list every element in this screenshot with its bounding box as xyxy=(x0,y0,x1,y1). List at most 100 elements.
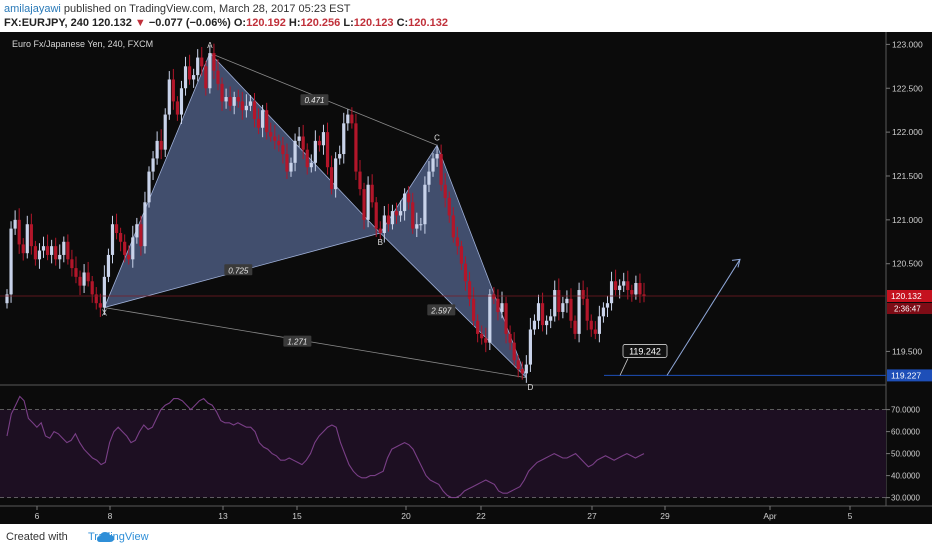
candle-body xyxy=(37,250,42,260)
candle-body xyxy=(58,254,62,260)
candle-body xyxy=(358,171,362,190)
candle-body xyxy=(54,246,58,260)
chart-title: Euro Fx/Japanese Yen, 240, FXCM xyxy=(12,39,153,49)
candle-body xyxy=(342,123,346,155)
candle-body xyxy=(155,140,159,159)
candle-body xyxy=(143,202,147,247)
candle-body xyxy=(403,193,407,212)
candle-body xyxy=(281,145,285,155)
time-tick-label: 6 xyxy=(35,511,40,521)
high-value: 120.256 xyxy=(300,17,341,29)
candle-body xyxy=(305,149,309,168)
low-value: 120.123 xyxy=(353,17,394,29)
candle-body xyxy=(540,303,545,326)
candle-body xyxy=(273,136,277,141)
candle-body xyxy=(443,184,447,198)
candle-body xyxy=(41,246,46,251)
candle-body xyxy=(212,53,216,71)
published-text: published on TradingView.com, March 28, … xyxy=(63,3,351,15)
time-tick-label: 29 xyxy=(660,511,670,521)
chart-area[interactable]: X A B C D 0.471 0.725 2.597 1.271 119.242 Euro Fx/… xyxy=(0,32,932,524)
annotation-box xyxy=(622,344,668,358)
close-label: C: xyxy=(396,17,409,29)
candle-body xyxy=(557,290,561,312)
candle-body xyxy=(508,333,512,343)
candle-body xyxy=(427,171,431,185)
rsi-line xyxy=(6,395,645,499)
candle-body xyxy=(135,224,139,238)
symbol-ohlc-line: FX:EURJPY, 240 120.132 ▼ −0.077 (−0.06%)… xyxy=(4,17,448,29)
candle-body xyxy=(13,219,17,229)
candle-body xyxy=(435,154,439,159)
candle-body xyxy=(630,290,634,295)
candle-body xyxy=(5,294,9,304)
rsi-tick-label: 40.0000 xyxy=(891,472,920,481)
candle-body xyxy=(374,202,378,229)
candle-body xyxy=(415,224,419,229)
high-label: H: xyxy=(288,17,301,29)
countdown-tag xyxy=(887,302,932,314)
ratio-label: 1.271 xyxy=(287,338,307,347)
publish-line: amilajayawi published on TradingView.com… xyxy=(4,3,351,15)
candle-body xyxy=(642,294,646,296)
candle-body xyxy=(66,241,70,260)
time-tick-label: 8 xyxy=(108,511,113,521)
candle-body xyxy=(573,320,577,334)
tradingview-cloud-icon[interactable] xyxy=(66,529,146,545)
current-price-tag xyxy=(887,289,932,302)
time-tick-label: 15 xyxy=(292,511,302,521)
candle-body xyxy=(244,105,248,111)
chart-header: amilajayawi published on TradingView.com… xyxy=(0,0,932,32)
candle-body xyxy=(585,298,589,321)
ratio-label: 0.725 xyxy=(228,266,249,275)
candle-body xyxy=(524,364,528,374)
candle-body xyxy=(500,303,504,312)
candle-body xyxy=(25,224,29,254)
chart-svg[interactable]: X A B C D 0.471 0.725 2.597 1.271 119.242 Euro Fx/… xyxy=(0,32,932,524)
candle-body xyxy=(216,70,220,84)
candle-body xyxy=(423,184,427,225)
pattern-point-b: B xyxy=(378,238,383,247)
candle-body xyxy=(354,123,358,172)
tradingview-brand[interactable]: TradingView xyxy=(88,531,149,543)
candle-body xyxy=(147,171,151,203)
candle-body xyxy=(139,224,143,247)
candle-body xyxy=(419,224,423,226)
candle-body xyxy=(277,140,281,146)
candle-body xyxy=(467,281,472,299)
candle-body xyxy=(98,303,102,308)
candle-body xyxy=(577,290,581,334)
price-tick-label: 123.000 xyxy=(892,39,923,49)
price-tick-label: 120.500 xyxy=(892,259,923,269)
candle-body xyxy=(21,244,25,254)
candle-body xyxy=(33,246,38,260)
projection-arrow-head xyxy=(731,258,741,268)
candle-body xyxy=(90,281,94,295)
candle-body xyxy=(581,290,585,299)
pattern-point-a: A xyxy=(207,41,213,50)
rsi-tick-label: 60.0000 xyxy=(891,428,920,437)
candle-body xyxy=(605,303,610,308)
candle-body xyxy=(528,329,532,365)
time-tick-label: 22 xyxy=(476,511,486,521)
candle-body xyxy=(321,132,326,146)
ratio-label: 0.471 xyxy=(304,96,324,105)
candle-body xyxy=(597,316,601,334)
candle-body xyxy=(370,184,374,203)
annotation-text: 119.242 xyxy=(629,346,661,356)
candle-body xyxy=(220,83,224,102)
candle-body xyxy=(62,241,66,255)
author-link[interactable]: amilajayawi xyxy=(4,3,61,15)
candle-body xyxy=(488,294,492,343)
candle-body xyxy=(82,272,86,286)
time-tick-label: 20 xyxy=(401,511,411,521)
xd-extension-line xyxy=(104,307,527,379)
candle-body xyxy=(431,158,435,172)
symbol-label: FX:EURJPY, 240 xyxy=(4,17,89,29)
candle-body xyxy=(106,254,111,277)
change-arrow: ▼ xyxy=(134,17,146,29)
countdown-text: 2:36:47 xyxy=(894,304,921,313)
time-tick-label: 13 xyxy=(218,511,228,521)
pattern-point-x: X xyxy=(102,309,108,318)
candle-body xyxy=(601,307,606,317)
